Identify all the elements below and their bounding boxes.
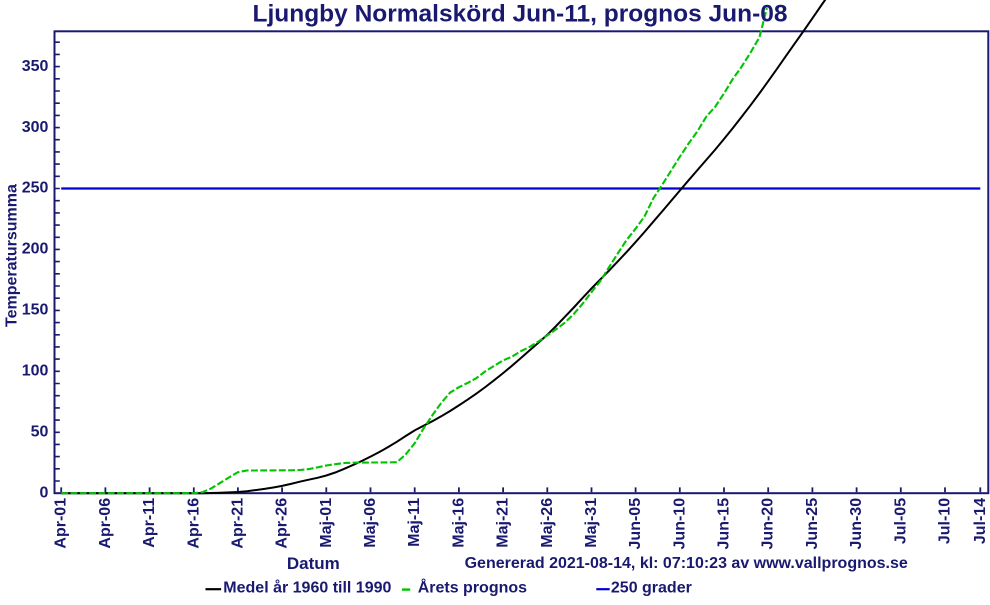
svg-text:Jul-14: Jul-14 <box>972 498 989 544</box>
svg-text:200: 200 <box>22 241 49 258</box>
svg-text:50: 50 <box>31 424 49 441</box>
svg-text:Maj-16: Maj-16 <box>450 498 467 548</box>
svg-text:Jun-05: Jun-05 <box>627 498 644 550</box>
svg-text:Jun-10: Jun-10 <box>671 498 688 550</box>
svg-text:Maj-01: Maj-01 <box>318 498 335 548</box>
svg-text:Genererad 2021-08-14, kl: 07:1: Genererad 2021-08-14, kl: 07:10:23 av ww… <box>465 555 908 572</box>
svg-text:Jun-15: Jun-15 <box>716 498 733 550</box>
svg-text:Medel år 1960 till 1990: Medel år 1960 till 1990 <box>223 579 391 597</box>
svg-text:Apr-01: Apr-01 <box>53 498 70 549</box>
svg-text:Maj-11: Maj-11 <box>406 498 423 547</box>
svg-text:Maj-26: Maj-26 <box>539 498 556 548</box>
svg-text:Jul-10: Jul-10 <box>937 498 954 544</box>
svg-text:Jun-20: Jun-20 <box>760 498 777 550</box>
svg-text:Apr-11: Apr-11 <box>141 498 158 548</box>
svg-text:Jun-30: Jun-30 <box>848 498 865 550</box>
svg-text:Apr-26: Apr-26 <box>274 498 291 549</box>
svg-text:300: 300 <box>22 119 49 136</box>
svg-text:350: 350 <box>22 58 49 75</box>
svg-text:Apr-06: Apr-06 <box>97 498 114 549</box>
svg-text:Jul-05: Jul-05 <box>892 498 909 544</box>
svg-text:250: 250 <box>22 180 49 197</box>
svg-text:Maj-06: Maj-06 <box>362 498 379 548</box>
svg-text:Jun-25: Jun-25 <box>804 498 821 550</box>
svg-text:Maj-31: Maj-31 <box>583 498 600 548</box>
svg-text:Apr-16: Apr-16 <box>185 498 202 549</box>
svg-text:Ljungby Normalskörd Jun-11, pr: Ljungby Normalskörd Jun-11, prognos Jun-… <box>253 1 788 28</box>
svg-text:Apr-21: Apr-21 <box>229 498 246 549</box>
svg-text:0: 0 <box>39 484 48 501</box>
svg-text:Maj-21: Maj-21 <box>495 498 512 548</box>
svg-text:Datum: Datum <box>287 554 340 573</box>
svg-text:250 grader: 250 grader <box>611 580 692 597</box>
svg-text:Årets prognos: Årets prognos <box>418 578 527 597</box>
svg-text:150: 150 <box>22 302 49 319</box>
svg-text:100: 100 <box>22 363 49 380</box>
svg-text:Temperatursumma: Temperatursumma <box>4 184 21 327</box>
